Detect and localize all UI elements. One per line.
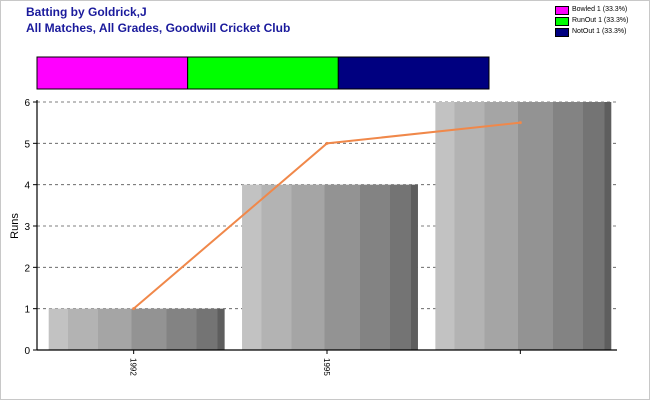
legend-label-runout: RunOut 1 (33.3%) [572, 17, 629, 24]
y-tick-label-3: 3 [24, 222, 30, 233]
legend-item-runout: RunOut 1 (33.3%) [555, 16, 647, 26]
y-tick-label-1: 1 [24, 305, 30, 316]
legend: Bowled 1 (33.3%) RunOut 1 (33.3%) NotOut… [555, 5, 647, 38]
bar-bar3 [435, 102, 612, 350]
y-tick-label-4: 4 [24, 181, 30, 192]
tick-labels: 0 1 2 3 4 5 6 1992 1995 [24, 98, 331, 376]
legend-swatch-notout [555, 27, 569, 37]
legend-swatch-runout [555, 16, 569, 26]
legend-item-notout: NotOut 1 (33.3%) [555, 27, 647, 37]
legend-label-bowled: Bowled 1 (33.3%) [572, 6, 628, 13]
legend-item-bowled: Bowled 1 (33.3%) [555, 5, 647, 15]
legend-swatch-bowled [555, 5, 569, 15]
y-tick-label-0: 0 [24, 346, 30, 357]
line-point-3 [518, 121, 522, 125]
line-point-2 [325, 141, 329, 145]
dismissal-bar [36, 56, 490, 90]
legend-label-notout: NotOut 1 (33.3%) [572, 28, 627, 35]
line-series [132, 121, 522, 311]
line-point-1 [132, 307, 136, 311]
bars [48, 102, 612, 350]
axes [33, 100, 617, 354]
dismissal-segment-bowled [36, 56, 189, 90]
y-tick-label-5: 5 [24, 139, 30, 150]
bar-1992 [48, 308, 225, 350]
chart-title-line1: Batting by Goldrick,J [26, 5, 147, 19]
y-tick-label-6: 6 [24, 98, 30, 109]
dismissal-segment-notout [337, 56, 490, 90]
chart-title-line2: All Matches, All Grades, Goodwill Cricke… [26, 21, 291, 35]
x-tick-label-1992: 1992 [129, 358, 138, 376]
x-tick-label-1995: 1995 [322, 358, 331, 376]
chart-title: Batting by Goldrick,J All Matches, All G… [26, 4, 290, 36]
bar-1995 [242, 184, 418, 350]
dismissal-segment-runout [187, 56, 339, 90]
y-axis-title: Runs [9, 213, 21, 239]
y-tick-label-2: 2 [24, 263, 30, 274]
